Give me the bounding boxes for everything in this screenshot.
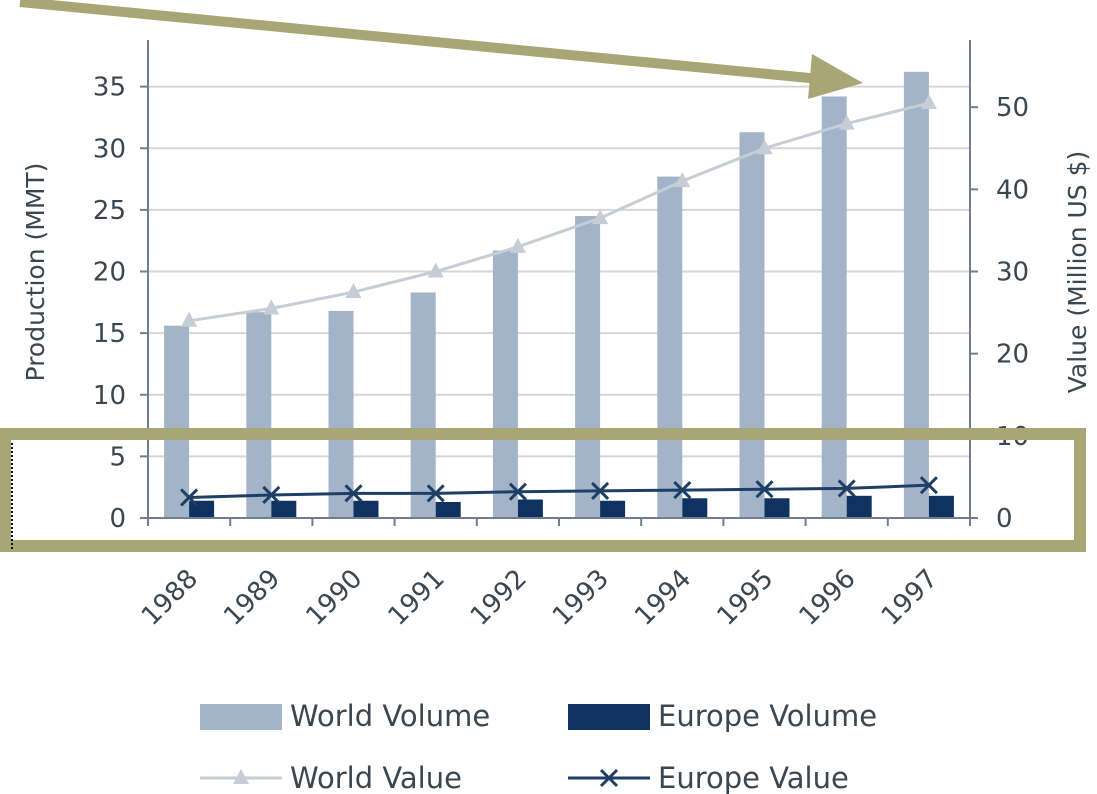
- legend-label: World Volume: [290, 699, 490, 733]
- bar-europe-volume: [517, 499, 543, 518]
- y-tick-label-left: 40: [93, 11, 126, 41]
- marker-europe-value: [426, 484, 445, 503]
- legend-label: Europe Volume: [658, 699, 877, 733]
- marker-world-value: [756, 139, 773, 155]
- marker-world-value: [181, 311, 198, 327]
- bar-world-volume: [739, 132, 765, 519]
- y-tick-label-right: 20: [996, 340, 1029, 370]
- x-tick-label: 1996: [794, 564, 862, 632]
- bar-world-volume: [492, 250, 518, 519]
- marker-europe-value: [673, 481, 692, 500]
- annotations: [0, 0, 1086, 552]
- x-tick-label: 1993: [547, 564, 615, 632]
- bar-world-volume: [328, 310, 354, 518]
- bar-europe-volume: [271, 500, 297, 518]
- legend: World Volume Europe Volume World Value Euro…: [200, 699, 877, 794]
- value-lines: [180, 94, 938, 507]
- bars: [164, 71, 954, 519]
- y-tick-label-right: 30: [996, 258, 1029, 288]
- bar-europe-volume: [435, 501, 461, 518]
- bar-europe-volume: [600, 500, 626, 518]
- bar-europe-volume: [764, 498, 790, 518]
- x-tick-label: 1995: [711, 564, 779, 632]
- bar-europe-volume: [189, 500, 215, 518]
- legend-label: Europe Value: [658, 761, 849, 794]
- marker-world-value: [263, 299, 280, 315]
- legend-swatch: [568, 704, 650, 730]
- y-tick-label-left: 30: [93, 134, 126, 164]
- bar-europe-volume: [928, 495, 954, 518]
- y-tick-label-left: 5: [109, 442, 126, 472]
- x-tick-label: 1992: [465, 564, 533, 632]
- y-tick-label-left: 35: [93, 73, 126, 103]
- bar-world-volume: [575, 216, 601, 518]
- gridlines: [148, 85, 970, 458]
- marker-europe-value: [262, 485, 281, 505]
- annotation-highlight-box: [0, 428, 1086, 552]
- y-tick-label-right: 60: [996, 11, 1029, 41]
- legend-marker: [599, 768, 619, 788]
- x-tick-label: 1991: [383, 564, 451, 632]
- y-tick-label-left: 25: [93, 196, 126, 226]
- annotation-arrow-head: [808, 54, 863, 99]
- y-tick-label-right: 50: [996, 93, 1029, 123]
- y-tick-label-right: 0: [996, 504, 1013, 534]
- bar-europe-volume: [353, 500, 379, 518]
- x-tick-label: 1989: [218, 564, 286, 632]
- marker-europe-value: [919, 476, 938, 495]
- marker-europe-value: [180, 488, 199, 507]
- legend-item: Europe Volume: [568, 699, 877, 733]
- legend-marker: [233, 769, 249, 784]
- bar-world-volume: [903, 71, 929, 519]
- marker-europe-value: [755, 480, 774, 499]
- marker-world-value: [838, 114, 855, 130]
- line-world-value: [188, 101, 930, 323]
- line-europe-value: [189, 483, 929, 499]
- marker-world-value: [509, 237, 526, 253]
- x-tick-label: 1994: [629, 564, 697, 632]
- marker-europe-value: [508, 482, 527, 501]
- legend-item: World Value: [200, 761, 462, 794]
- y-tick-label-right: 40: [996, 175, 1029, 205]
- y-axis-title-left: Production (MMT): [21, 163, 50, 382]
- marker-europe-value: [591, 481, 610, 500]
- marker-world-value: [592, 209, 609, 225]
- bar-world-volume: [821, 96, 847, 519]
- marker-world-value: [427, 262, 444, 278]
- bar-world-volume: [246, 312, 272, 518]
- bar-europe-volume: [682, 498, 708, 518]
- marker-europe-value: [344, 484, 363, 503]
- axis-titles: Production (MMT) Value (Million US $): [21, 151, 1092, 394]
- marker-world-value: [920, 94, 937, 110]
- marker-europe-value: [837, 479, 856, 498]
- legend-item: Europe Value: [568, 761, 849, 794]
- bar-europe-volume: [846, 495, 872, 518]
- y-tick-label-left: 20: [93, 258, 126, 288]
- y-tick-label-left: 0: [109, 504, 126, 534]
- bar-world-volume: [657, 176, 683, 518]
- x-tick-label: 1988: [136, 564, 204, 632]
- legend-item: World Volume: [200, 699, 490, 733]
- bar-world-volume: [410, 292, 436, 518]
- y-tick-label-left: 15: [93, 319, 126, 349]
- y-tick-label-left: 10: [93, 381, 126, 411]
- annotation-arrow-shaft: [19, 0, 821, 84]
- y-axis-title-right: Value (Million US $): [1063, 151, 1092, 394]
- legend-swatch: [200, 704, 282, 730]
- x-tick-label: 1990: [300, 564, 368, 632]
- bar-world-volume: [164, 325, 190, 518]
- marker-world-value: [345, 283, 362, 299]
- legend-label: World Value: [290, 761, 462, 794]
- marker-world-value: [674, 172, 691, 188]
- x-tick-label: 1997: [876, 564, 944, 632]
